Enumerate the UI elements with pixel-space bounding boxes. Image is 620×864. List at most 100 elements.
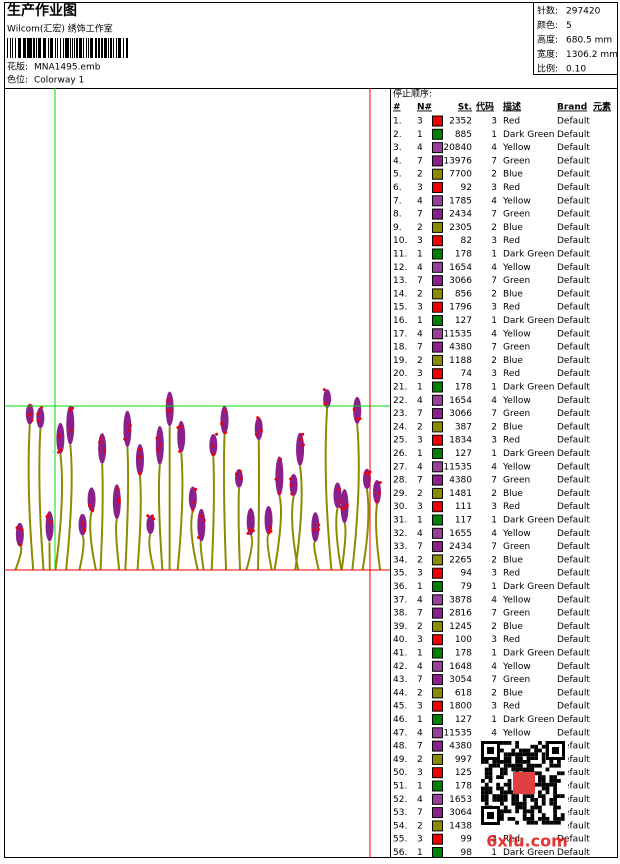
- description: Dark Green: [503, 250, 554, 260]
- qr-cell: [523, 813, 527, 817]
- row-index: 24.: [393, 422, 407, 432]
- color-swatch: [433, 488, 443, 498]
- qr-cell: [515, 756, 519, 760]
- color-swatch: [433, 675, 443, 685]
- bud: [212, 453, 215, 456]
- bar: [81, 38, 82, 58]
- row-index: 48.: [393, 742, 407, 752]
- qr-cell: [523, 806, 527, 810]
- qr-cell: [523, 802, 527, 806]
- stitches: 3066: [449, 409, 472, 419]
- bud: [364, 471, 367, 474]
- needle: 4: [417, 795, 423, 805]
- qr-cell: [515, 809, 519, 813]
- brand: Default: [557, 688, 590, 698]
- qr-cell: [489, 790, 493, 794]
- qr-cell: [500, 809, 504, 813]
- bar: [76, 38, 78, 58]
- bar: [120, 38, 121, 58]
- row-index: 16.: [393, 316, 407, 326]
- color-swatch: [433, 449, 443, 459]
- brand: Default: [557, 156, 590, 166]
- bud: [239, 470, 242, 473]
- stitches: 1653: [449, 795, 472, 805]
- brand: Default: [557, 356, 590, 366]
- stem: [101, 464, 103, 570]
- qr-cell: [530, 806, 534, 810]
- bud: [36, 412, 39, 415]
- bud: [323, 402, 326, 405]
- color-swatch: [433, 754, 443, 764]
- brand: Default: [557, 130, 590, 140]
- qr-cell: [530, 813, 534, 817]
- bud: [346, 503, 349, 506]
- qr-cell: [542, 775, 546, 779]
- brand: Default: [557, 276, 590, 286]
- qr-cell: [489, 779, 493, 783]
- qr-cell: [557, 821, 561, 825]
- code: 7: [491, 409, 497, 419]
- qr-cell: [527, 794, 531, 798]
- stem: [352, 424, 359, 570]
- needle: 7: [417, 808, 423, 818]
- bar: [10, 38, 11, 58]
- bud: [138, 448, 141, 451]
- qr-cell: [515, 760, 519, 764]
- color-swatch: [433, 781, 443, 791]
- code: 1: [491, 649, 497, 659]
- bud: [138, 456, 141, 459]
- bud: [146, 514, 149, 517]
- code: 2: [491, 289, 497, 299]
- qr-cell: [549, 798, 553, 802]
- bar: [123, 38, 124, 58]
- qr-cell: [538, 775, 542, 779]
- color-swatch: [433, 422, 443, 432]
- stitches: 11535: [443, 728, 472, 738]
- bud: [290, 484, 293, 487]
- bud: [343, 506, 346, 509]
- qr-cell: [485, 775, 489, 779]
- row-index: 44.: [393, 688, 407, 698]
- stitches: 11535: [443, 462, 472, 472]
- qr-cell: [534, 821, 538, 825]
- row-index: 55.: [393, 835, 407, 845]
- code: 3: [491, 183, 497, 193]
- bud: [151, 514, 154, 517]
- bar: [106, 38, 107, 58]
- row-index: 51.: [393, 782, 407, 792]
- bud: [68, 408, 71, 411]
- qr-cell: [542, 745, 546, 749]
- code: 4: [491, 143, 497, 153]
- qr-cell: [542, 821, 546, 825]
- bar: [43, 38, 45, 58]
- code: 2: [491, 688, 497, 698]
- stitches: 127: [455, 449, 472, 459]
- stitches: 2816: [449, 609, 472, 619]
- needle: 3: [417, 502, 423, 512]
- color-swatch: [433, 276, 443, 286]
- stem: [178, 453, 183, 570]
- design-preview: [15, 388, 381, 570]
- code: 4: [491, 462, 497, 472]
- qr-cell: [557, 771, 561, 775]
- qr-cell: [485, 787, 489, 791]
- row-index: 36.: [393, 582, 407, 592]
- qr-cell: [504, 809, 508, 813]
- bud: [45, 515, 48, 518]
- color-swatch: [433, 236, 443, 246]
- stitches: 11535: [443, 329, 472, 339]
- qr-cell: [538, 771, 542, 775]
- brand: Default: [557, 236, 590, 246]
- brand: Default: [557, 369, 590, 379]
- bud: [57, 451, 60, 454]
- stem: [224, 434, 226, 570]
- row-index: 14.: [393, 289, 407, 299]
- bar: [27, 38, 29, 58]
- stitches: 1796: [449, 303, 472, 313]
- color-swatch: [433, 701, 443, 711]
- qr-cell: [538, 817, 542, 821]
- qr-cell: [527, 821, 531, 825]
- qr-cell: [511, 752, 515, 756]
- qr-finder: [487, 747, 494, 754]
- stitches: 125: [455, 768, 472, 778]
